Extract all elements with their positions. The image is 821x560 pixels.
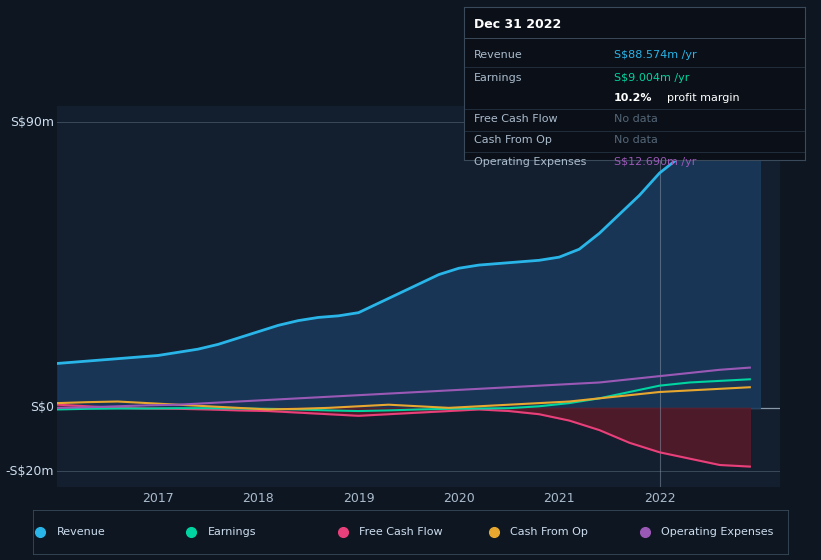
Text: Revenue: Revenue (474, 50, 523, 60)
Text: -S$20m: -S$20m (6, 465, 54, 478)
Text: S$88.574m /yr: S$88.574m /yr (614, 50, 696, 60)
Text: Free Cash Flow: Free Cash Flow (359, 527, 443, 537)
Text: S$9.004m /yr: S$9.004m /yr (614, 73, 689, 83)
Text: Revenue: Revenue (57, 527, 106, 537)
Text: S$12.690m /yr: S$12.690m /yr (614, 157, 696, 166)
Text: profit margin: profit margin (667, 92, 739, 102)
Text: No data: No data (614, 135, 658, 145)
Text: S$90m: S$90m (10, 116, 54, 129)
Text: Earnings: Earnings (474, 73, 523, 83)
Text: Cash From Op: Cash From Op (510, 527, 588, 537)
Text: Earnings: Earnings (208, 527, 257, 537)
Text: Dec 31 2022: Dec 31 2022 (474, 18, 562, 31)
Text: S$0: S$0 (30, 402, 54, 414)
Text: Cash From Op: Cash From Op (474, 135, 552, 145)
Text: Operating Expenses: Operating Expenses (474, 157, 586, 166)
Text: 10.2%: 10.2% (614, 92, 652, 102)
Text: No data: No data (614, 114, 658, 124)
Text: Operating Expenses: Operating Expenses (661, 527, 773, 537)
Text: Free Cash Flow: Free Cash Flow (474, 114, 557, 124)
